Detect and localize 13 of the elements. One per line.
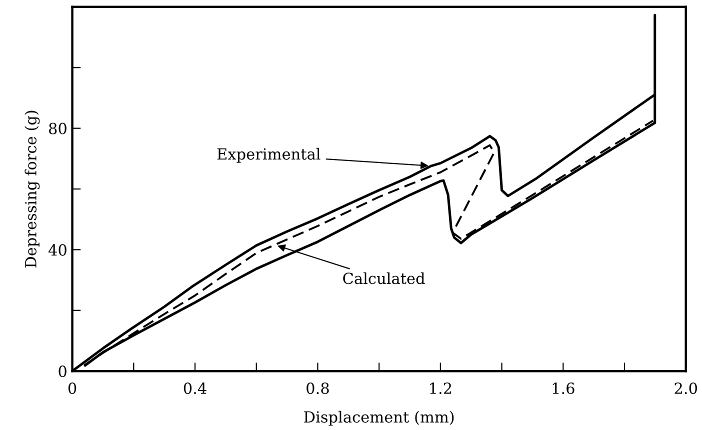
y-tick-label: 80 [49,122,66,134]
y-axis-title: Depressing force (g) [24,110,40,268]
x-tick-label: 2.0 [674,382,697,394]
x-tick-label: 1.6 [552,382,574,394]
x-tick-label: 0.4 [184,382,206,394]
annotation: Experimental [217,148,320,163]
y-tick-label: 40 [48,244,66,256]
annotation: Calculated [343,272,425,284]
x-axis-title: Displacement (mm) [304,410,454,426]
x-tick-label: 1.2 [430,382,452,394]
x-tick-label: 0.8 [306,382,329,394]
y-tick-label: 0 [58,366,66,378]
x-tick-label: 0 [68,382,76,394]
